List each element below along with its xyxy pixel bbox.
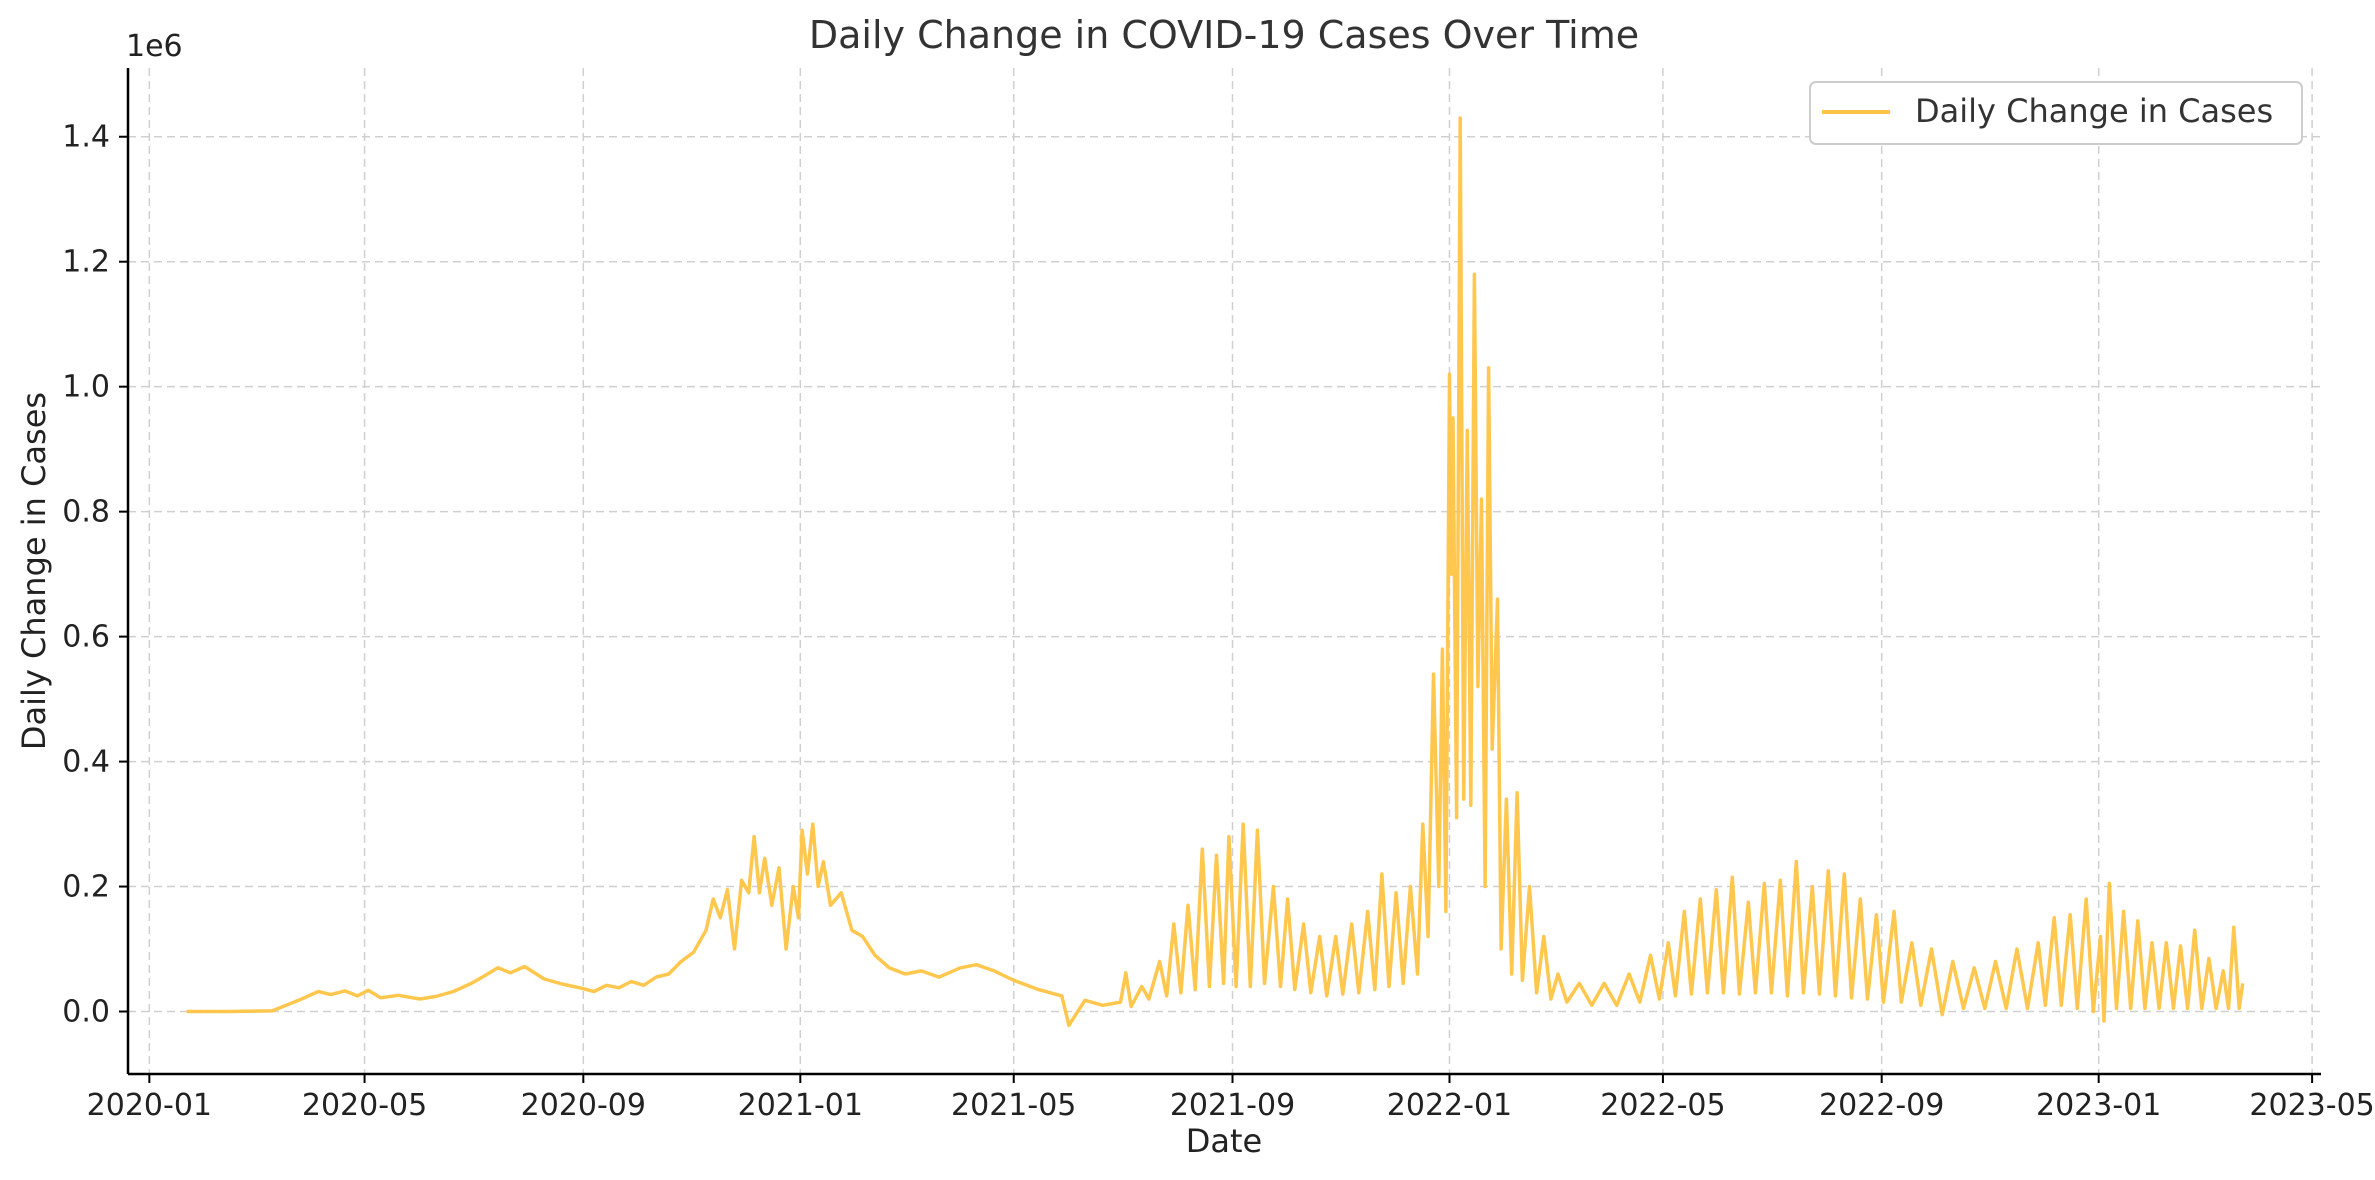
chart-title: Daily Change in COVID-19 Cases Over Time — [809, 13, 1639, 57]
y-tick-label: 0.0 — [62, 995, 110, 1030]
y-tick-label: 1.4 — [62, 120, 110, 155]
x-tick-label: 2020-01 — [87, 1088, 212, 1123]
x-tick-label: 2022-01 — [1387, 1088, 1512, 1123]
series-line — [186, 116, 2245, 1028]
y-tick-label: 0.2 — [62, 870, 110, 905]
x-tick-label: 2020-09 — [521, 1088, 646, 1123]
y-tick-label: 0.4 — [62, 745, 110, 780]
x-tick-label: 2021-05 — [951, 1088, 1076, 1123]
ticks: 2020-01 2020-05 2020-09 2021-01 2021-05 2021-… — [62, 120, 2375, 1123]
series-layer — [186, 116, 2245, 1028]
y-tick-label: 0.6 — [62, 620, 110, 655]
x-tick-label: 2023-05 — [2249, 1088, 2374, 1123]
x-tick-label: 2022-05 — [1600, 1088, 1725, 1123]
x-tick-label: 2021-09 — [1170, 1088, 1295, 1123]
x-tick-label: 2022-09 — [1819, 1088, 1944, 1123]
legend-box — [1809, 81, 2303, 145]
x-axis-label: Date — [1186, 1122, 1262, 1160]
x-tick-label: 2021-01 — [738, 1088, 863, 1123]
y-axis-offset-label: 1e6 — [126, 29, 183, 64]
x-tick-label: 2023-01 — [2036, 1088, 2161, 1123]
y-tick-label: 1.2 — [62, 245, 110, 280]
axes — [126, 68, 2321, 1076]
y-axis-label: Daily Change in Cases — [15, 392, 53, 750]
y-tick-label: 1.0 — [62, 370, 110, 405]
legend-label: Daily Change in Cases — [1915, 92, 2273, 130]
x-tick-label: 2020-05 — [302, 1088, 427, 1123]
y-tick-label: 0.8 — [62, 495, 110, 530]
legend: Daily Change in Cases — [1809, 81, 2303, 145]
